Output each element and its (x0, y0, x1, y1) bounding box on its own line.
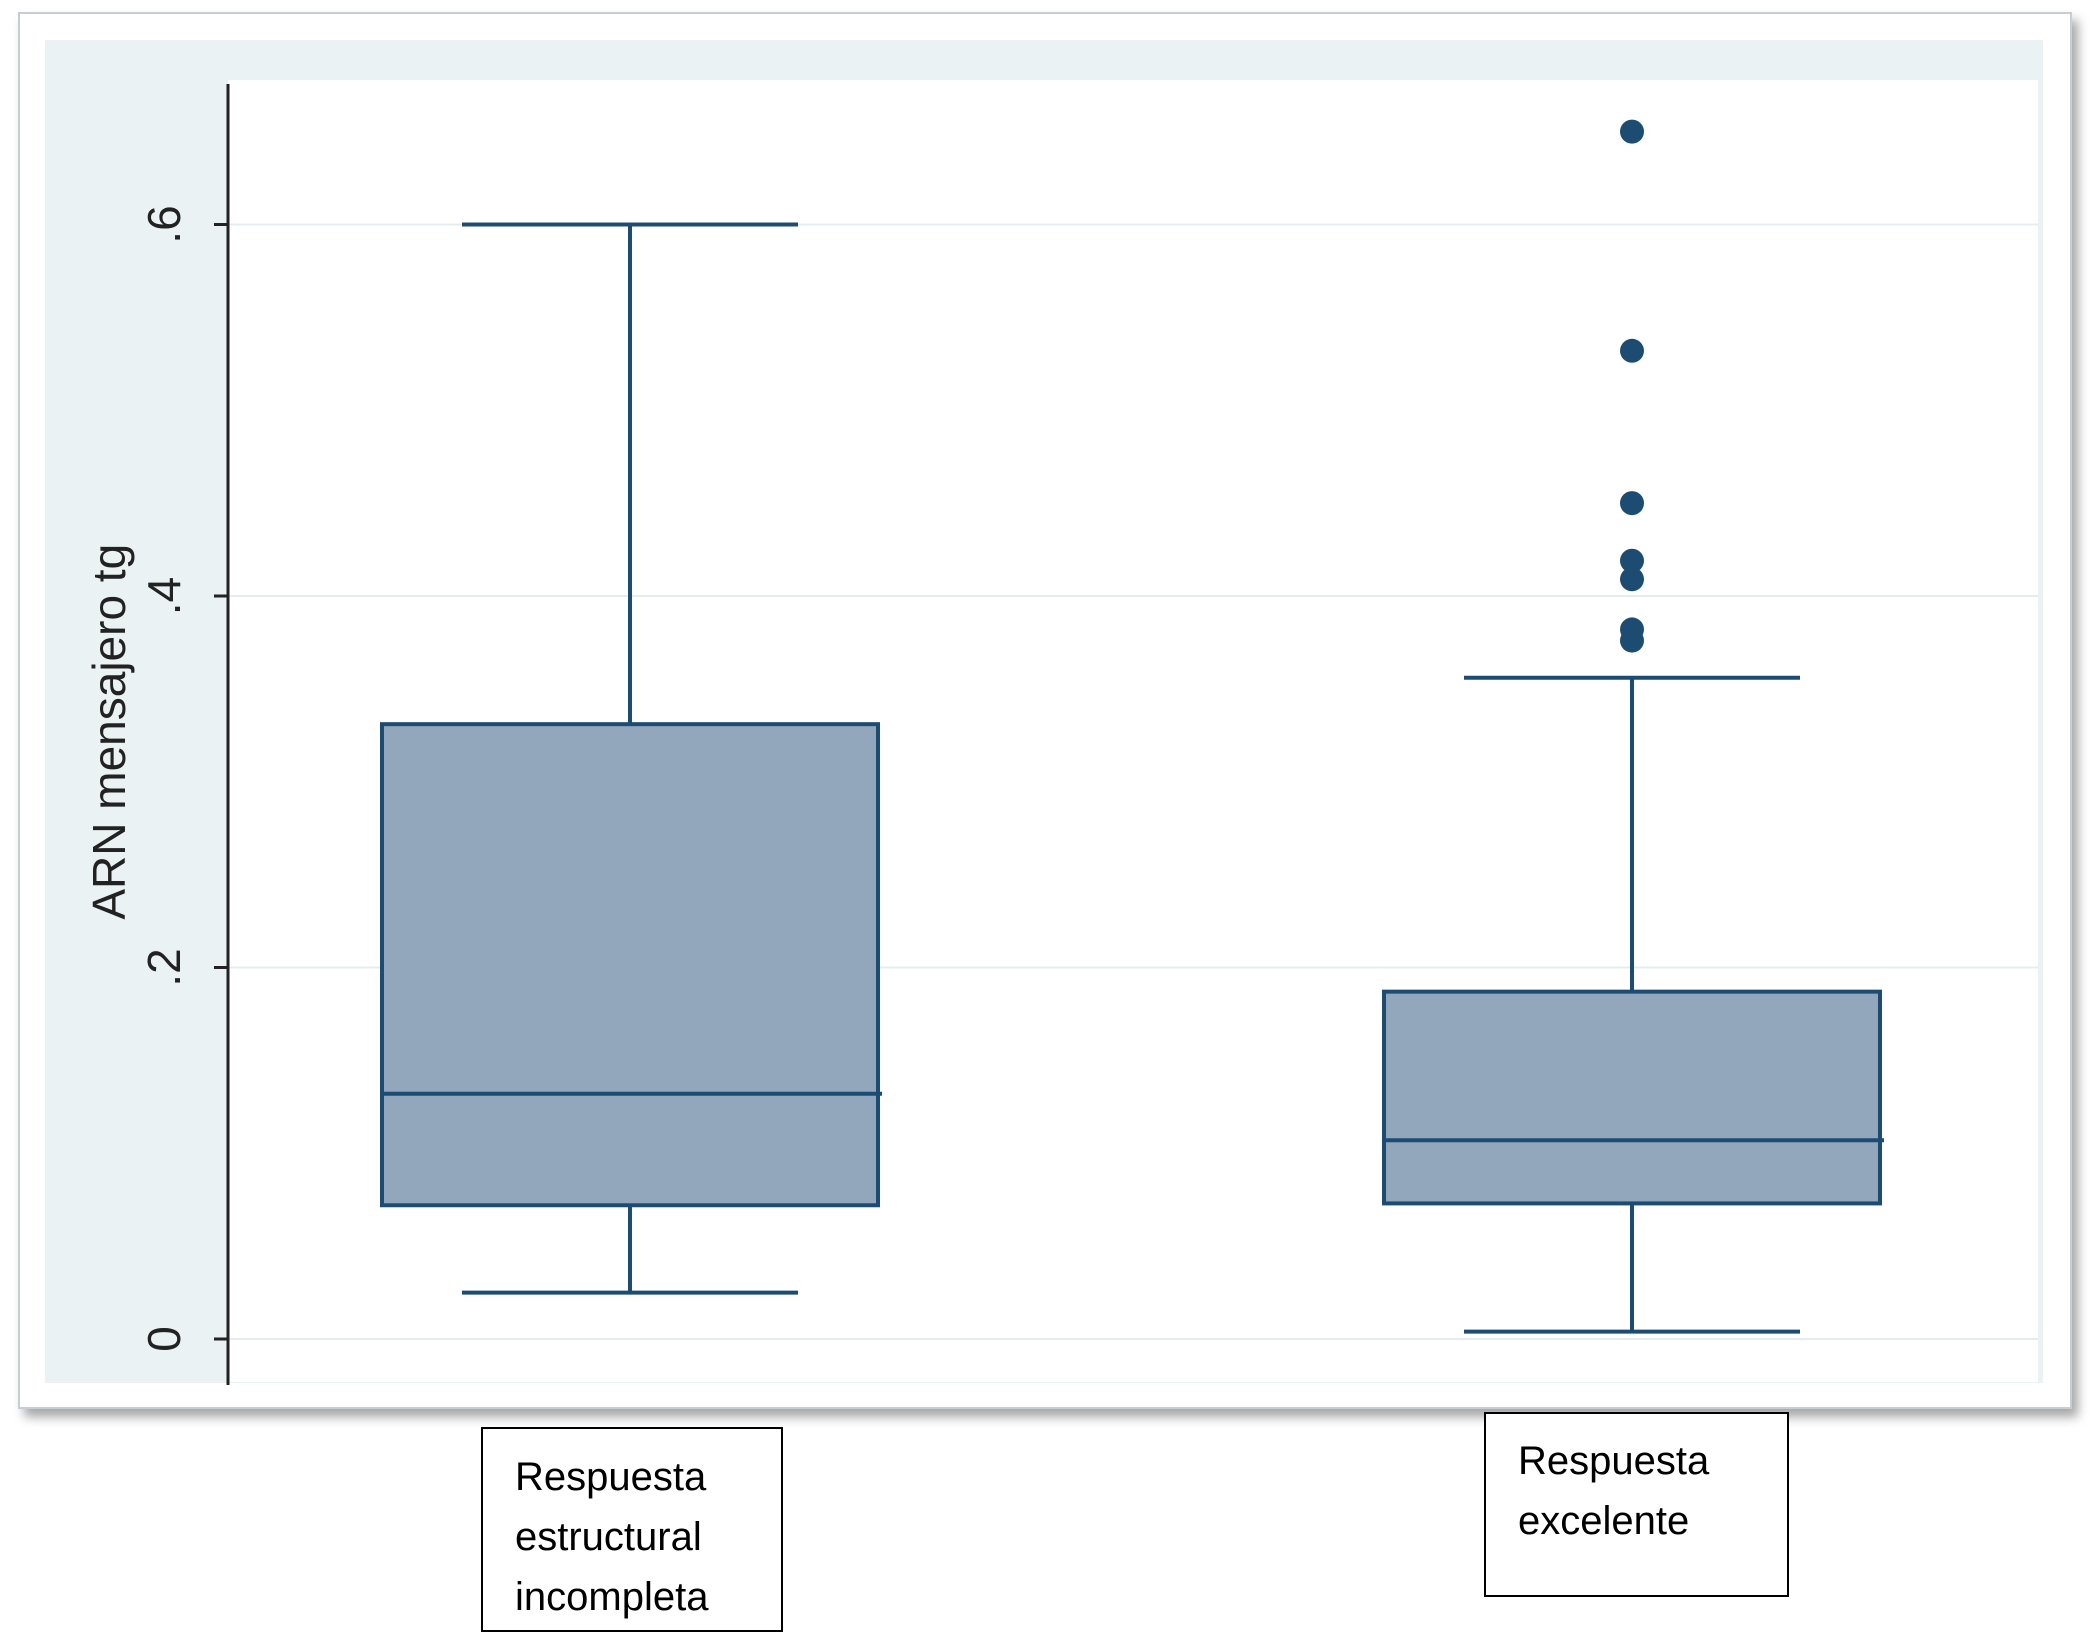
box-iqr (1382, 989, 1882, 1206)
outlier-point (1620, 491, 1644, 516)
y-tick-label: .6 (138, 205, 190, 243)
box-iqr (380, 722, 880, 1208)
outlier-point (1620, 119, 1644, 144)
y-tick-label: .4 (138, 577, 190, 615)
category-label-line: excelente (1518, 1499, 1690, 1543)
category-label-line: Respuesta (1518, 1439, 1710, 1483)
y-tick-label: .2 (138, 948, 190, 986)
category-label-box-respuesta-estructural-incompleta: Respuesta estructural incompleta (481, 1427, 783, 1632)
outlier-point (1620, 338, 1644, 363)
category-label-line: Respuesta (515, 1455, 707, 1499)
category-label-line: incompleta (515, 1575, 709, 1619)
y-tick-label: 0 (138, 1326, 190, 1352)
category-label-box-respuesta-excelente: Respuesta excelente (1484, 1412, 1789, 1597)
outlier-point (1620, 567, 1644, 592)
outlier-point (1620, 548, 1644, 573)
outlier-point (1620, 628, 1644, 653)
y-axis-label: ARN mensajero tg (83, 544, 135, 920)
category-label-line: estructural (515, 1515, 702, 1559)
